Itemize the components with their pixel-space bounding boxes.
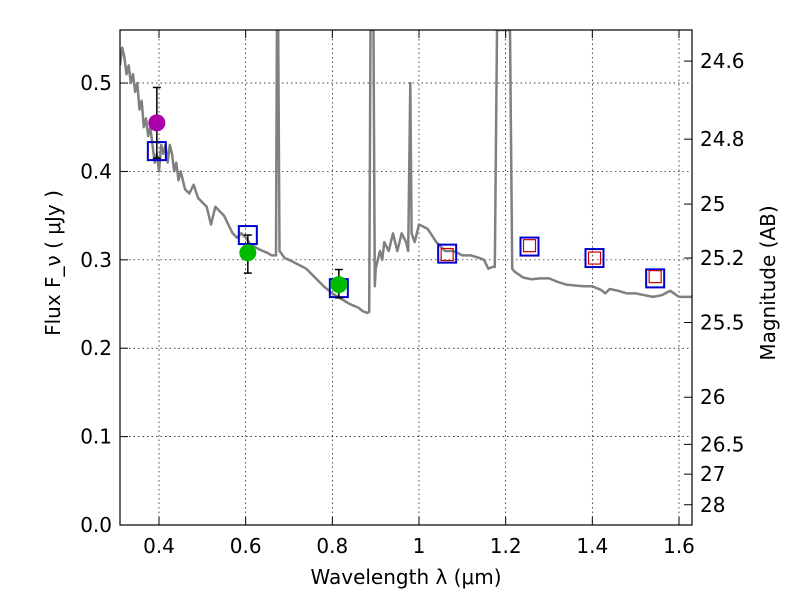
plot-border	[119, 29, 693, 526]
x-tick-label: 1.4	[576, 534, 608, 558]
y-tick-label: 0.5	[80, 71, 112, 95]
observed-flux-square	[648, 270, 662, 284]
model-flux-square	[519, 236, 540, 257]
photometry-point	[148, 114, 166, 132]
observed-flux-square	[587, 251, 602, 265]
plot-frame	[119, 29, 693, 526]
spectrum-line	[120, 30, 692, 315]
model-flux-square	[437, 243, 458, 264]
data-series	[120, 30, 692, 315]
observed-flux-square	[440, 247, 454, 262]
mag-tick-label: 26.5	[700, 432, 745, 456]
observed-flux-square	[522, 239, 537, 253]
x-tick-label: 0.8	[316, 534, 348, 558]
y-tick-label: 0.0	[80, 513, 112, 537]
x-tick-label: 1	[413, 534, 426, 558]
mag-tick-label: 25.5	[700, 311, 745, 335]
mag-tick-label: 25	[700, 192, 725, 216]
y-tick-label: 0.3	[80, 248, 112, 272]
right-axis-label: Magnitude (AB)	[756, 205, 780, 360]
x-tick-label: 1.2	[490, 534, 522, 558]
y-tick-label: 0.2	[80, 336, 112, 360]
mag-tick-label: 26	[700, 385, 725, 409]
model-flux-square	[645, 268, 666, 289]
mag-tick-label: 24.6	[700, 49, 745, 73]
mag-tick-label: 27	[700, 462, 725, 486]
y-axis-label: Flux F_ν ( μJy )	[41, 190, 65, 336]
grid-lines	[120, 30, 692, 526]
photometry-point	[239, 244, 257, 262]
x-tick-label: 0.4	[143, 534, 175, 558]
mag-tick-label: 24.8	[700, 127, 745, 151]
photometry-point	[330, 276, 348, 294]
tick-marks: 0.4 0.6 0.8 1 1.2 1.4 1.6 0.0 0.1 0.2 0.3 0.4 0.5 24.…	[80, 30, 745, 558]
mag-tick-label: 25.2	[700, 246, 745, 270]
x-tick-label: 1.6	[663, 534, 695, 558]
mag-tick-label: 28	[700, 493, 725, 517]
y-tick-label: 0.1	[80, 425, 112, 449]
x-tick-label: 0.6	[230, 534, 262, 558]
y-tick-label: 0.4	[80, 159, 112, 183]
x-axis-label: Wavelength λ (μm)	[310, 565, 501, 589]
model-flux-square	[584, 248, 605, 269]
